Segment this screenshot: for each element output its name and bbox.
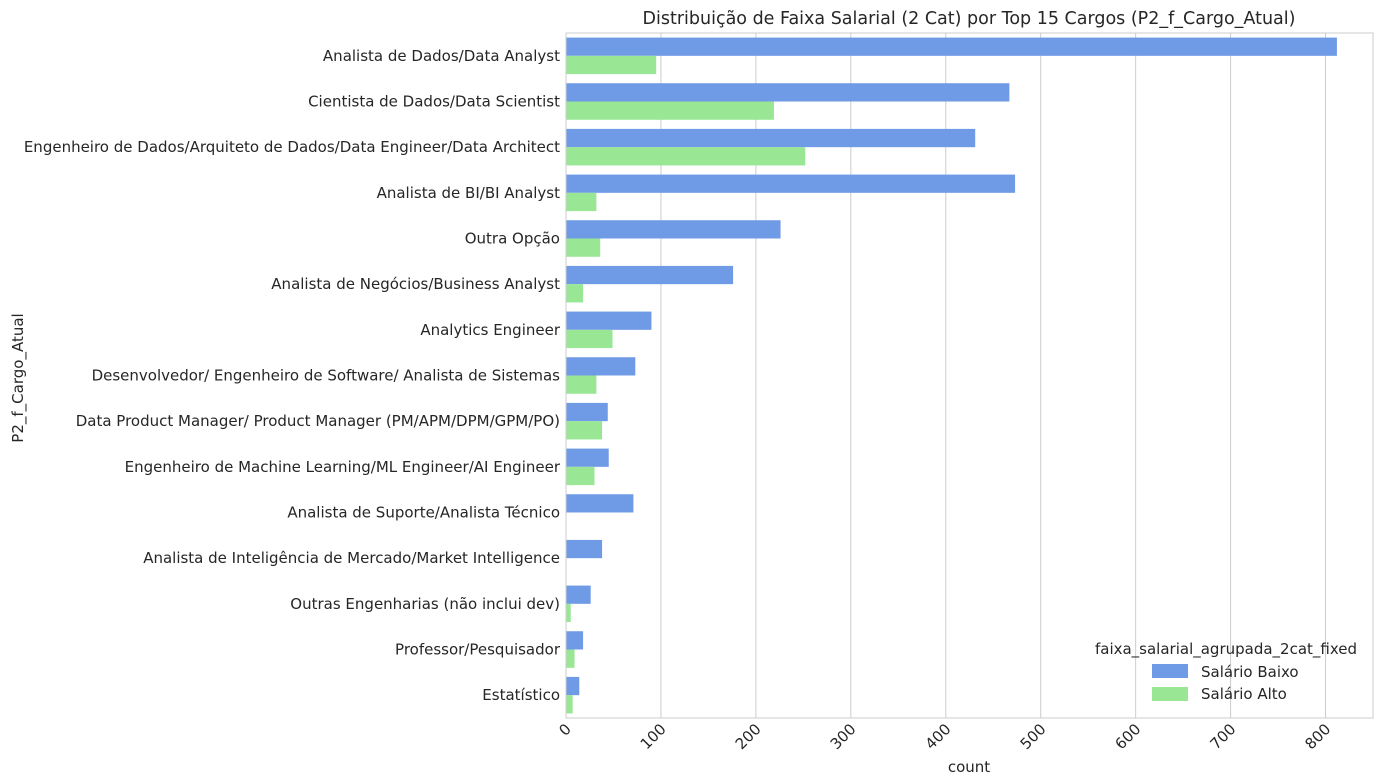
y-tick-label: Analytics Engineer xyxy=(420,321,561,339)
bar-salario-alto xyxy=(566,421,603,440)
bar-salario-alto xyxy=(566,329,613,349)
y-tick-label: Professor/Pesquisador xyxy=(395,641,561,659)
y-tick-label: Desenvolvedor/ Engenheiro de Software/ A… xyxy=(92,367,561,385)
x-tick-labels: 0 100 200 300 400 500 600 700 800 xyxy=(555,720,1334,753)
y-tick-label: Estatístico xyxy=(482,686,560,704)
legend-swatch-salario-baixo xyxy=(1152,664,1188,678)
bar-salario-baixo xyxy=(566,448,609,467)
bar-salario-alto xyxy=(566,603,571,623)
x-axis-label: count xyxy=(948,758,990,776)
bar-salario-baixo xyxy=(566,494,634,513)
y-tick-label: Analista de Negócios/Business Analyst xyxy=(271,275,560,293)
bar-salario-baixo xyxy=(566,402,608,422)
bar-salario-alto xyxy=(566,147,806,166)
bar-salario-alto xyxy=(566,192,597,212)
bar-salario-baixo xyxy=(566,631,584,650)
x-tick-label: 800 xyxy=(1301,720,1334,753)
y-tick-label: Data Product Manager/ Product Manager (P… xyxy=(76,412,560,430)
axes xyxy=(565,32,1374,719)
y-tick-label: Analista de Inteligência de Mercado/Mark… xyxy=(143,549,560,567)
bar-salario-baixo xyxy=(566,83,1010,102)
bar-salario-alto xyxy=(566,649,575,668)
y-tick-label: Outra Opção xyxy=(465,230,560,248)
legend-label-salario-alto: Salário Alto xyxy=(1201,685,1287,703)
x-tick-label: 700 xyxy=(1206,720,1239,753)
x-tick-label: 0 xyxy=(555,720,574,739)
bar-salario-baixo xyxy=(566,220,781,239)
bar-salario-alto xyxy=(566,695,573,714)
bar-salario-alto xyxy=(566,375,597,394)
legend-label-salario-baixo: Salário Baixo xyxy=(1201,663,1299,681)
x-tick-label: 400 xyxy=(922,720,955,753)
y-axis-label: P2_f_Cargo_Atual xyxy=(9,313,28,442)
x-tick-label: 500 xyxy=(1017,720,1050,753)
y-tick-label: Outras Engenharias (não inclui dev) xyxy=(290,595,560,613)
x-tick-label: 300 xyxy=(827,720,860,753)
y-tick-label: Cientista de Dados/Data Scientist xyxy=(308,93,560,111)
bar-salario-baixo xyxy=(566,311,652,330)
x-tick-label: 200 xyxy=(732,720,765,753)
x-tick-label: 600 xyxy=(1111,720,1144,753)
y-tick-label: Analista de Dados/Data Analyst xyxy=(323,47,560,65)
bars xyxy=(566,37,1337,714)
legend-title: faixa_salarial_agrupada_2cat_fixed xyxy=(1095,640,1357,659)
bar-salario-baixo xyxy=(566,539,603,559)
bar-salario-baixo xyxy=(566,585,591,604)
bar-salario-baixo xyxy=(566,37,1337,56)
bar-salario-baixo xyxy=(566,265,734,285)
bar-salario-alto xyxy=(566,284,584,303)
bar-salario-alto xyxy=(566,101,774,120)
legend-swatch-salario-alto xyxy=(1152,687,1188,701)
legend: faixa_salarial_agrupada_2cat_fixed Salár… xyxy=(1095,640,1357,703)
y-tick-labels: Analista de Dados/Data Analyst Cientista … xyxy=(24,47,561,704)
y-tick-label: Engenheiro de Machine Learning/ML Engine… xyxy=(125,458,561,476)
bar-salario-alto xyxy=(566,238,601,257)
plot-frame xyxy=(565,32,1374,719)
bar-salario-baixo xyxy=(566,676,580,696)
y-tick-label: Engenheiro de Dados/Arquiteto de Dados/D… xyxy=(24,138,560,156)
x-tick-label: 100 xyxy=(637,720,670,753)
bar-salario-alto xyxy=(566,55,657,75)
y-tick-label: Analista de Suporte/Analista Técnico xyxy=(287,504,560,522)
y-tick-label: Analista de BI/BI Analyst xyxy=(377,184,561,202)
bar-salario-baixo xyxy=(566,174,1016,193)
chart-title: Distribuição de Faixa Salarial (2 Cat) p… xyxy=(643,9,1296,29)
bar-salario-baixo xyxy=(566,357,636,376)
bar-salario-baixo xyxy=(566,128,976,148)
bar-salario-alto xyxy=(566,466,595,486)
